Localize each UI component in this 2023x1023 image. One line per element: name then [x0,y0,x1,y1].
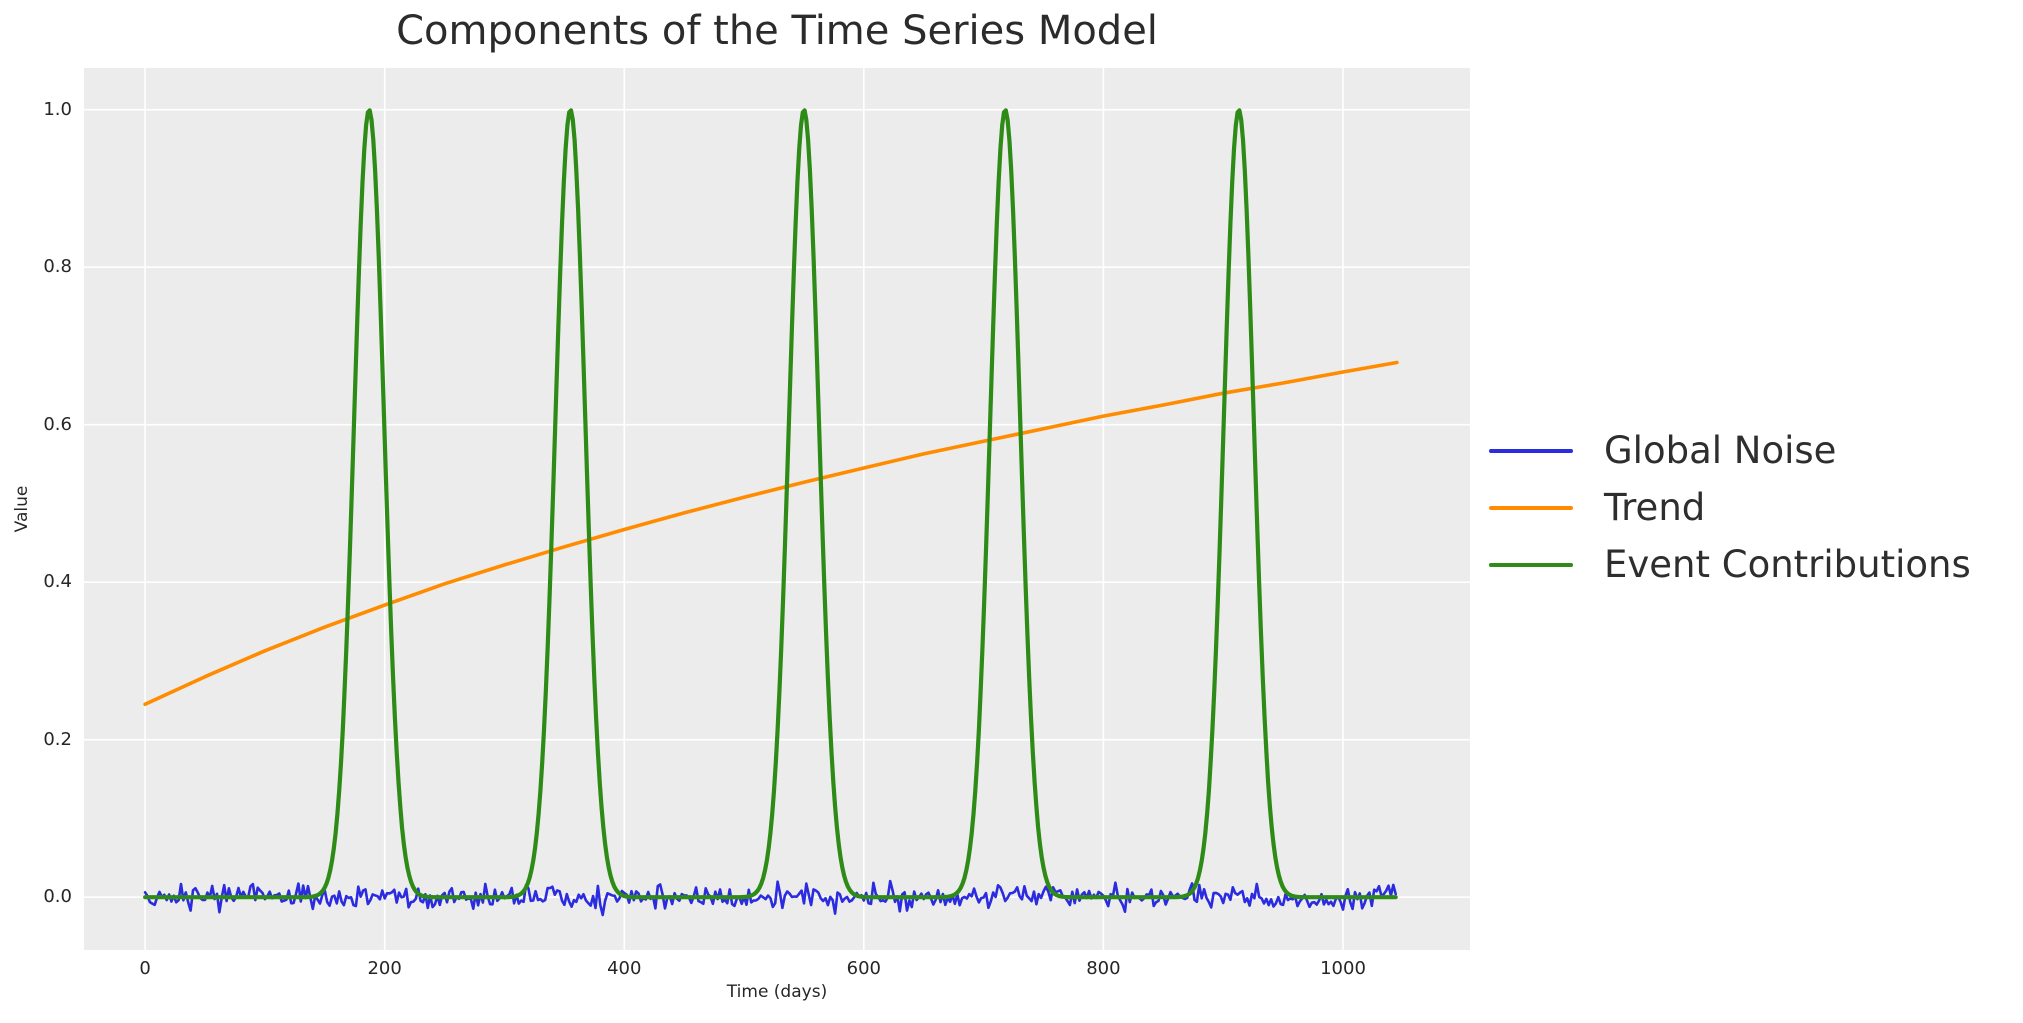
series-trend [143,360,1399,707]
plot-background [84,68,1470,950]
x-tick-label: 200 [367,958,402,979]
legend-item-global-noise: Global Noise [1489,422,1971,479]
x-tick-label: 400 [607,958,642,979]
x-tick-label: 800 [1086,958,1121,979]
series-event-contributions [143,108,1398,900]
legend-label: Trend [1604,486,1706,529]
legend-item-event-contributions: Event Contributions [1489,536,1971,593]
legend-line-swatch-orange [1489,505,1573,510]
legend-line-swatch-blue [1489,448,1573,453]
legend-label: Event Contributions [1604,543,1971,586]
y-tick-label: 0.6 [43,413,72,435]
x-tick-label: 1000 [1320,958,1366,979]
legend-label: Global Noise [1604,429,1837,472]
y-tick-label: 0.4 [43,571,72,593]
y-tick-label: 0.8 [43,256,72,278]
legend-item-trend: Trend [1489,479,1971,536]
chart-title: Components of the Time Series Model [396,8,1158,54]
x-tick-label: 600 [846,958,882,979]
y-axis-label: Value [12,485,32,533]
series-global-noise [143,879,1397,917]
legend: Global Noise Trend Event Contributions [1489,422,1971,593]
y-tick-label: 0.0 [43,886,72,908]
y-tick-label: 1.0 [43,98,72,120]
x-tick-label: 0 [139,958,151,979]
x-axis-label: Time (days) [726,982,828,1002]
legend-line-swatch-green [1489,562,1573,567]
y-tick-label: 0.2 [43,728,72,750]
